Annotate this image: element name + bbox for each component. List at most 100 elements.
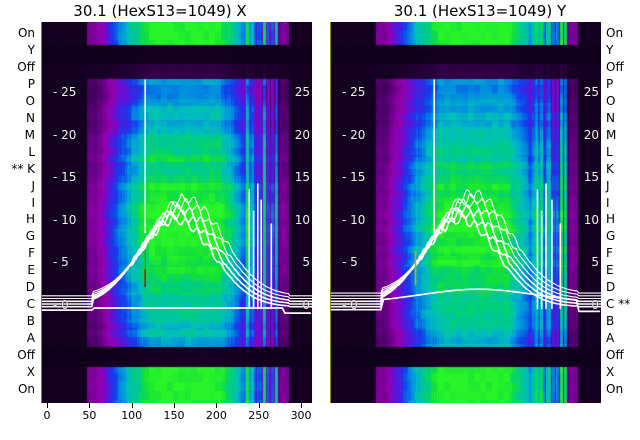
plot-edge-line-y	[330, 22, 331, 403]
x-tick-mark-5	[258, 403, 260, 408]
overlay-baseline-curve	[41, 307, 312, 314]
axis-label-l-19: Off	[17, 348, 35, 363]
axis-label-r-6: M	[606, 127, 617, 142]
plot-edge-line-x	[41, 22, 42, 403]
axis-label-l-16: C	[26, 297, 35, 312]
heatmap-canvas-x	[41, 22, 312, 403]
x-tick-mark-2	[131, 403, 133, 408]
axis-label-l-5: N	[26, 110, 35, 125]
inner-y-tick-right-0: 25	[294, 85, 310, 99]
axis-label-r-15: D	[606, 280, 616, 295]
inner-y-tick-right-2: 15	[294, 170, 310, 185]
x-tick-mark-6	[301, 403, 303, 408]
axis-label-l-1: Y	[27, 42, 35, 57]
x-axis-panel-x: 0 50 100 150 200 250 300	[41, 403, 312, 437]
inner-y-tick-left-4: - 5	[53, 255, 69, 270]
axis-label-r-21: On	[606, 381, 624, 396]
axis-label-r-5: N	[606, 110, 615, 125]
axis-label-l-6: M	[24, 127, 35, 142]
inner-y-tick-left-3: - 10	[342, 212, 366, 227]
x-tick-label-3: 150	[163, 409, 185, 422]
axis-label-l-2: Off	[17, 59, 35, 74]
overlay-curves-x	[41, 79, 312, 314]
x-tick-mark-0	[47, 403, 48, 408]
inner-y-tick-right-3: 10	[294, 212, 310, 227]
x-tick-label-2: 100	[121, 409, 143, 422]
axis-label-r-14: E	[606, 263, 614, 278]
axis-label-l-12: G	[25, 229, 35, 244]
axis-label-l-7: L	[28, 144, 35, 159]
axis-label-l-11: H	[25, 212, 35, 227]
inner-y-tick-left-2: - 15	[53, 170, 77, 185]
x-tick-label-4: 200	[205, 409, 227, 422]
axis-label-r-11: H	[606, 212, 616, 227]
panel-y-heatmap[interactable]: - 25 25 - 20 20 - 15 15 - 10 10 - 5 5 - 0 0	[330, 22, 601, 403]
panel-y: 30.1 (HexS13=1049) Y - 25 25- 20 20- 15 15-…	[320, 0, 640, 440]
axis-label-r-12: G	[606, 229, 616, 244]
x-tick-label-5: 250	[248, 409, 270, 422]
x-tick-mark-3	[174, 403, 176, 408]
axis-label-l-4: O	[25, 93, 35, 108]
axis-label-l-3: P	[27, 76, 35, 91]
inner-y-tick-left-3: - 10	[53, 212, 77, 227]
axis-label-l-9: J	[31, 178, 35, 193]
axis-label-r-2: Off	[606, 59, 624, 74]
axis-label-r-13: F	[606, 246, 613, 261]
x-tick-label-1: 50	[82, 409, 97, 422]
inner-y-tick-right-5: 0	[591, 298, 599, 312]
overlay-curve	[330, 204, 601, 303]
inner-y-tick-left-5: - 0	[53, 298, 69, 312]
overlay-curve	[330, 209, 601, 305]
panel-x-heatmap[interactable]: - 25 25 - 20 20 - 15 15 - 10 10 - 5 5 - 0 0	[41, 22, 312, 403]
inner-y-tick-right-3: 10	[583, 212, 599, 227]
axis-label-l-8: ** K	[11, 161, 35, 176]
axis-label-r-17: B	[606, 314, 615, 329]
axis-label-r-18: A	[606, 331, 615, 346]
right-category-axis: On Y Off P O N M L K J I H G F E D C ** B A Off X On	[604, 0, 640, 440]
overlay-curves-y	[330, 79, 601, 313]
inner-y-tick-left-4: - 5	[342, 255, 358, 270]
inner-y-tick-right-4: 5	[591, 255, 599, 270]
x-tick-mark-4	[216, 403, 218, 408]
x-tick-mark-1	[89, 403, 91, 408]
x-tick-label-6: 300	[290, 409, 312, 422]
axis-label-l-14: E	[27, 263, 35, 278]
axis-label-r-19: Off	[606, 348, 624, 363]
axis-label-r-10: I	[606, 195, 610, 210]
inner-y-tick-right-1: 20	[294, 127, 310, 142]
panel-x-title: 30.1 (HexS13=1049) X	[73, 2, 247, 20]
axis-label-r-4: O	[606, 93, 616, 108]
heatmap-canvas-y	[330, 22, 601, 403]
axis-label-r-0: On	[606, 26, 624, 40]
axis-label-r-3: P	[606, 76, 614, 91]
inner-y-tick-left-2: - 15	[342, 170, 366, 185]
x-tick-label-0: 0	[43, 409, 51, 422]
left-category-axis: On Y Off P O N M L ** K J I H G F E D C B A Off X On	[0, 0, 37, 440]
axis-label-r-9: J	[606, 178, 610, 193]
axis-label-r-7: L	[606, 144, 613, 159]
inner-y-tick-right-2: 15	[583, 170, 599, 185]
overlay-curve	[330, 189, 601, 294]
overlay-curve	[41, 209, 312, 305]
inner-y-tick-left-1: - 20	[53, 127, 77, 142]
axis-label-l-18: A	[26, 331, 35, 346]
inner-y-tick-right-4: 5	[302, 255, 310, 270]
axis-label-r-8: K	[606, 161, 614, 176]
inner-y-tick-right-5: 0	[302, 298, 310, 312]
overlay-curve	[330, 192, 601, 297]
inner-y-tick-left-0: - 25	[342, 85, 366, 99]
inner-y-tick-right-1: 20	[583, 127, 599, 142]
overlay-curve	[41, 192, 312, 297]
inner-y-tick-left-5: - 0	[342, 298, 358, 312]
inner-y-tick-left-0: - 25	[53, 85, 77, 99]
inner-y-tick-right-0: 25	[583, 85, 599, 99]
axis-label-l-17: B	[26, 314, 35, 329]
axis-label-l-15: D	[25, 280, 35, 295]
overlay-curve	[41, 198, 312, 300]
panel-y-title: 30.1 (HexS13=1049) Y	[393, 2, 567, 20]
axis-label-l-21: On	[17, 381, 35, 396]
axis-label-r-1: Y	[606, 42, 614, 57]
overlay-baseline-curve	[330, 288, 601, 313]
axis-label-l-20: X	[26, 365, 35, 379]
